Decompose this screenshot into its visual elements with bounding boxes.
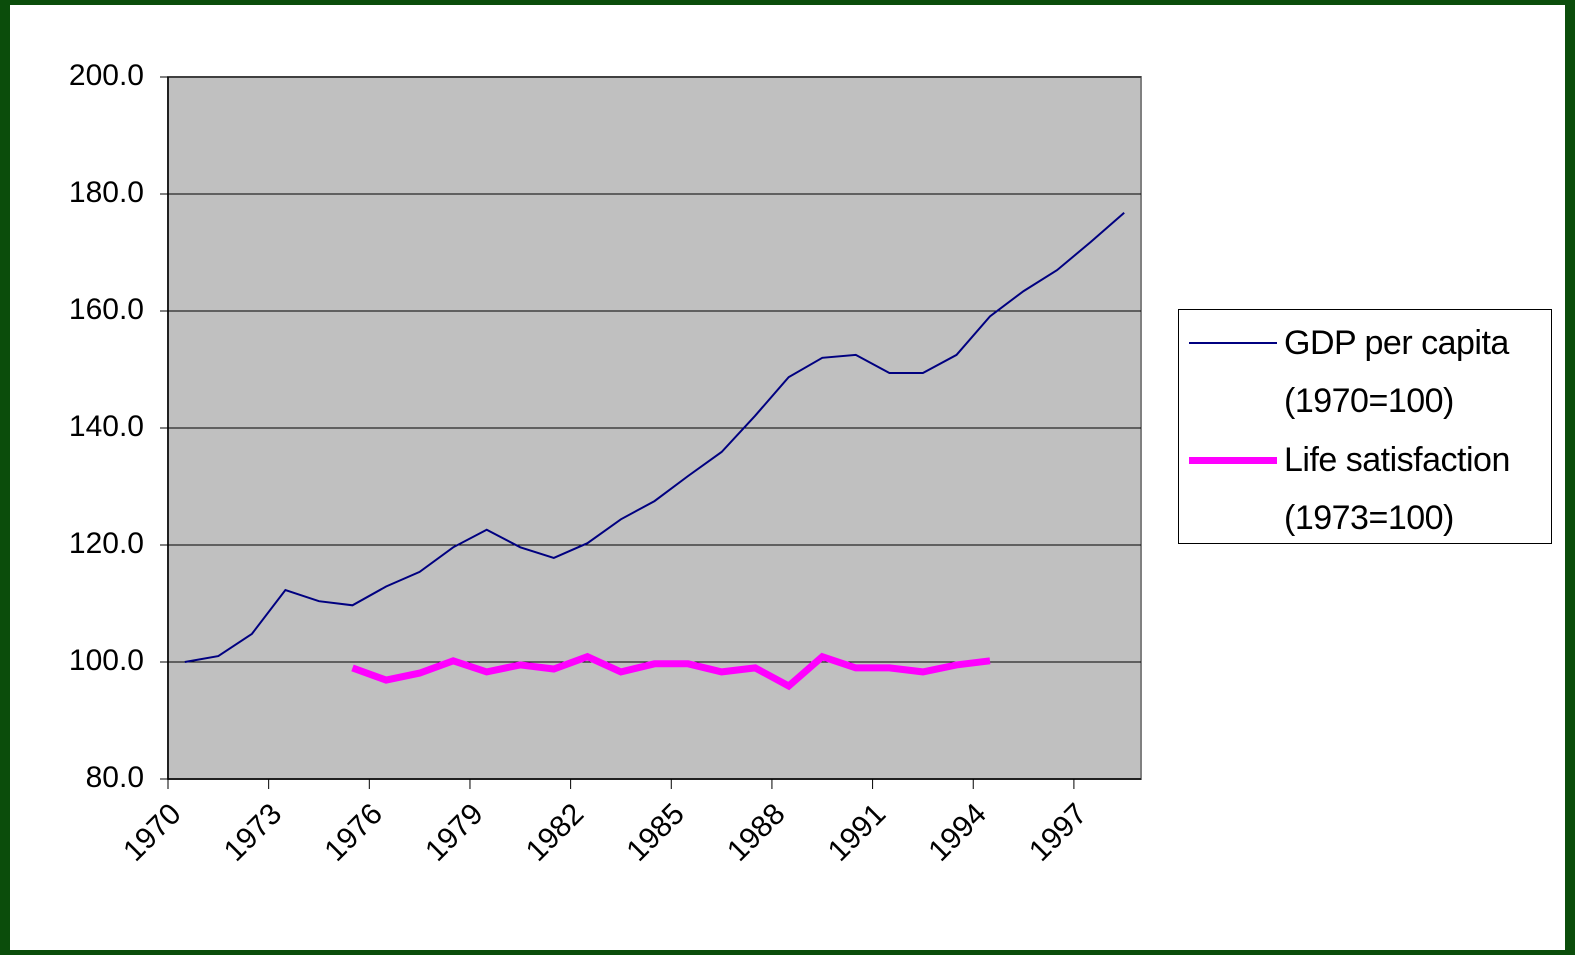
legend: GDP per capita (1970=100) Life satisfacti… [1178,309,1552,544]
y-tick-label: 200.0 [69,59,144,92]
legend-label: Life satisfaction (1973=100) [1284,441,1510,537]
series-line [184,211,1125,663]
y-tick-label: 180.0 [69,176,144,209]
x-tick-label: 1976 [318,797,389,868]
x-tick-label: 1988 [721,797,792,868]
x-tick-label: 1979 [419,797,490,868]
x-tick-label: 1970 [117,797,188,868]
legend-swatch [1189,456,1277,464]
x-tick-label: 1982 [520,797,591,868]
x-tick-label: 1991 [822,797,893,868]
y-tick-label: 160.0 [69,293,144,326]
x-tick-label: 1985 [620,797,691,868]
series-line [351,652,991,691]
y-tick-label: 100.0 [69,644,144,677]
x-tick-label: 1973 [218,797,289,868]
y-tick-label: 140.0 [69,410,144,443]
y-tick-label: 120.0 [69,527,144,560]
x-tick-label: 1994 [922,797,993,868]
y-tick-label: 80.0 [86,761,144,794]
x-tick-label: 1997 [1023,797,1094,868]
legend-label: GDP per capita (1970=100) [1284,324,1509,420]
legend-swatch [1189,342,1277,344]
